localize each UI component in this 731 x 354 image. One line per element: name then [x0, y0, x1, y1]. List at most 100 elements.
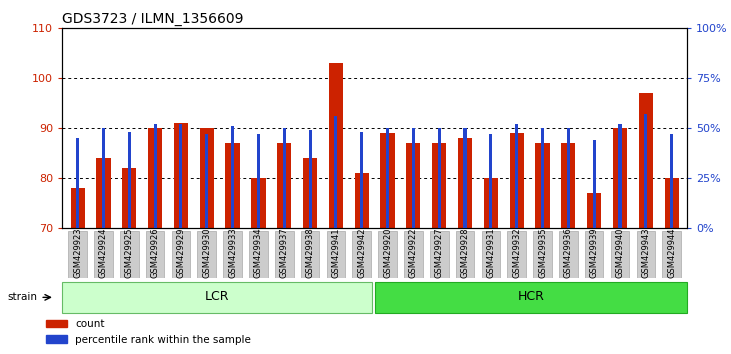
Text: GSM429927: GSM429927: [435, 228, 444, 279]
FancyBboxPatch shape: [455, 231, 474, 278]
Bar: [593, 140, 596, 228]
Text: GSM429930: GSM429930: [202, 228, 211, 279]
FancyBboxPatch shape: [430, 231, 449, 278]
Text: GSM429920: GSM429920: [383, 228, 392, 278]
Bar: [128, 132, 131, 228]
Bar: [329, 63, 343, 228]
FancyBboxPatch shape: [94, 231, 113, 278]
FancyBboxPatch shape: [352, 231, 371, 278]
FancyBboxPatch shape: [327, 231, 345, 278]
Bar: [561, 143, 575, 228]
Bar: [484, 178, 498, 228]
FancyBboxPatch shape: [68, 231, 87, 278]
FancyBboxPatch shape: [120, 231, 139, 278]
Bar: [541, 129, 544, 228]
Text: GSM429943: GSM429943: [641, 228, 651, 279]
Text: strain: strain: [7, 292, 37, 302]
Bar: [432, 143, 447, 228]
Bar: [510, 133, 524, 228]
Text: GSM429941: GSM429941: [331, 228, 341, 278]
Text: GSM429935: GSM429935: [538, 228, 547, 279]
Text: LCR: LCR: [205, 290, 230, 303]
Bar: [102, 129, 105, 228]
Text: GSM429926: GSM429926: [151, 228, 159, 279]
Bar: [174, 123, 188, 228]
Bar: [257, 134, 260, 228]
Text: GSM429942: GSM429942: [357, 228, 366, 278]
FancyBboxPatch shape: [275, 231, 294, 278]
FancyBboxPatch shape: [637, 231, 655, 278]
Bar: [70, 188, 85, 228]
FancyBboxPatch shape: [374, 282, 687, 313]
Text: HCR: HCR: [518, 290, 545, 303]
Bar: [277, 143, 292, 228]
Text: GSM429933: GSM429933: [228, 228, 237, 279]
FancyBboxPatch shape: [300, 231, 319, 278]
Bar: [463, 129, 466, 228]
Bar: [355, 173, 369, 228]
FancyBboxPatch shape: [507, 231, 526, 278]
Text: GSM429922: GSM429922: [409, 228, 418, 278]
Text: GSM429924: GSM429924: [99, 228, 108, 278]
FancyBboxPatch shape: [585, 231, 604, 278]
Text: GDS3723 / ILMN_1356609: GDS3723 / ILMN_1356609: [62, 12, 243, 27]
Bar: [386, 129, 389, 228]
FancyBboxPatch shape: [482, 231, 500, 278]
Text: GSM429939: GSM429939: [590, 228, 599, 279]
Text: GSM429938: GSM429938: [306, 228, 314, 279]
Text: GSM429931: GSM429931: [486, 228, 496, 279]
FancyBboxPatch shape: [172, 231, 190, 278]
Bar: [412, 129, 415, 228]
FancyBboxPatch shape: [404, 231, 423, 278]
Bar: [406, 143, 420, 228]
Bar: [458, 138, 472, 228]
Bar: [515, 124, 518, 228]
Text: GSM429928: GSM429928: [461, 228, 469, 279]
Bar: [231, 126, 234, 228]
Text: GSM429929: GSM429929: [176, 228, 186, 278]
FancyBboxPatch shape: [662, 231, 681, 278]
Bar: [587, 193, 602, 228]
Bar: [567, 129, 570, 228]
Bar: [76, 138, 79, 228]
Bar: [438, 129, 441, 228]
Bar: [96, 158, 110, 228]
FancyBboxPatch shape: [145, 231, 164, 278]
FancyBboxPatch shape: [610, 231, 629, 278]
Bar: [251, 178, 265, 228]
Text: GSM429936: GSM429936: [564, 228, 573, 279]
Bar: [154, 124, 156, 228]
Text: GSM429932: GSM429932: [512, 228, 521, 279]
Bar: [613, 128, 627, 228]
Bar: [664, 178, 679, 228]
Bar: [380, 133, 395, 228]
Bar: [489, 134, 493, 228]
Bar: [303, 158, 317, 228]
Bar: [308, 130, 311, 228]
Bar: [225, 143, 240, 228]
FancyBboxPatch shape: [378, 231, 397, 278]
FancyBboxPatch shape: [559, 231, 577, 278]
Bar: [639, 93, 653, 228]
FancyBboxPatch shape: [223, 231, 242, 278]
Bar: [618, 124, 621, 228]
Bar: [360, 132, 363, 228]
Bar: [200, 128, 214, 228]
Text: GSM429944: GSM429944: [667, 228, 676, 278]
FancyBboxPatch shape: [533, 231, 552, 278]
Bar: [670, 134, 673, 228]
Legend: count, percentile rank within the sample: count, percentile rank within the sample: [42, 315, 255, 349]
Bar: [205, 134, 208, 228]
Text: GSM429937: GSM429937: [280, 228, 289, 279]
FancyBboxPatch shape: [62, 282, 372, 313]
Bar: [283, 129, 286, 228]
Text: GSM429934: GSM429934: [254, 228, 263, 279]
Bar: [334, 116, 338, 228]
Text: GSM429940: GSM429940: [616, 228, 624, 278]
Bar: [644, 114, 648, 228]
Bar: [122, 168, 137, 228]
Bar: [179, 124, 183, 228]
FancyBboxPatch shape: [197, 231, 216, 278]
FancyBboxPatch shape: [249, 231, 268, 278]
Text: GSM429925: GSM429925: [125, 228, 134, 278]
